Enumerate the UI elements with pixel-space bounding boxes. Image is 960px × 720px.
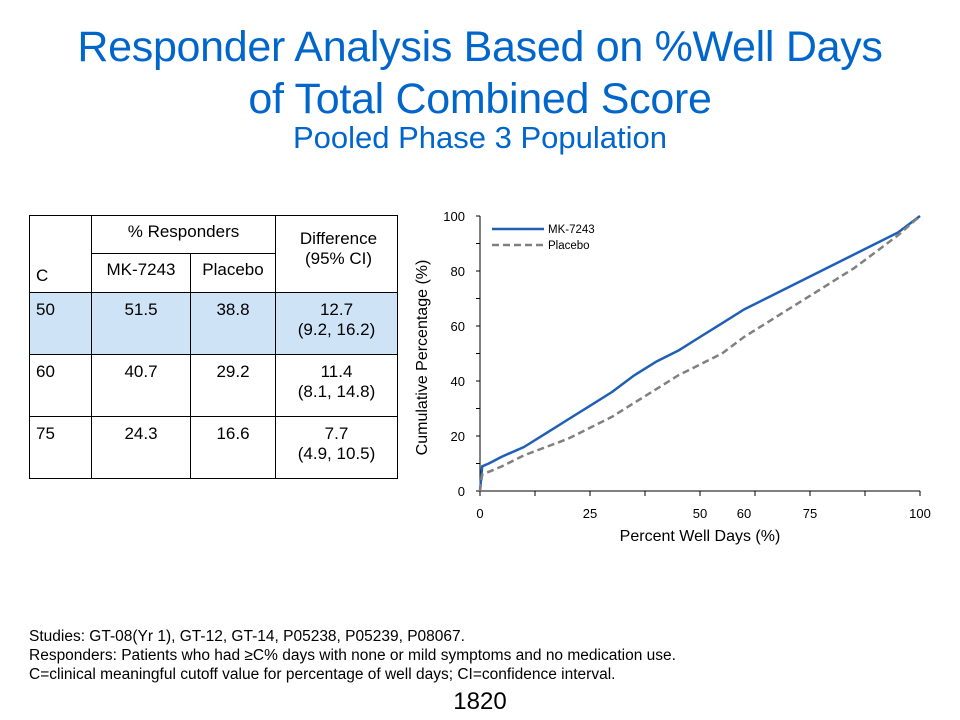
row-placebo: 16.6	[190, 416, 276, 479]
y-tick-label: 20	[451, 429, 465, 444]
row-mk: 24.3	[91, 416, 191, 479]
x-tick-label: 0	[476, 506, 483, 521]
y-tick-label: 100	[443, 209, 465, 224]
x-tick-label: 50	[693, 506, 707, 521]
page-title-line2: of Total Combined Score	[248, 75, 712, 123]
page-subtitle: Pooled Phase 3 Population	[292, 120, 667, 155]
x-axis-label: Percent Well Days (%)	[620, 528, 781, 545]
responders-group-header: % Responders	[91, 215, 276, 254]
y-tick-label: 60	[451, 319, 465, 334]
difference-header: Difference (95% CI)	[275, 215, 398, 293]
table-row: 60 40.7 29.2 11.4 (8.1, 14.8)	[29, 354, 398, 417]
x-tick-label: 60	[737, 506, 751, 521]
row-mk: 51.5	[91, 292, 191, 355]
y-axis-label: Cumulative Percentage (%)	[414, 260, 431, 456]
cumulative-chart: 0 25 50 60 75 100 0 20 40 60 80 100 Percent Well Day…	[414, 209, 931, 545]
footnote-responders: Responders: Patients who had ≥C% days wi…	[29, 647, 676, 664]
table-row: 75 24.3 16.6 7.7 (4.9, 10.5)	[29, 416, 398, 479]
y-tick-label: 40	[451, 374, 465, 389]
x-tick-label: 100	[909, 506, 931, 521]
footnote-studies: Studies: GT-08(Yr 1), GT-12, GT-14, P052…	[29, 628, 465, 645]
row-c: 50	[29, 292, 92, 355]
row-difference: 11.4 (8.1, 14.8)	[275, 354, 398, 417]
legend-label: Placebo	[548, 240, 590, 252]
footnote-definitions: C=clinical meaningful cutoff value for p…	[29, 666, 616, 683]
row-difference: 7.7 (4.9, 10.5)	[275, 416, 398, 479]
responder-table: % Responders Difference (95% CI) C MK-72…	[29, 215, 398, 479]
series-line-placebo	[478, 215, 921, 492]
placebo-header: Placebo	[190, 253, 276, 293]
row-placebo: 29.2	[190, 354, 276, 417]
x-tick-label: 75	[803, 506, 817, 521]
mk-header: MK-7243	[91, 253, 191, 293]
y-tick-label: 80	[451, 264, 465, 279]
page-title: Responder Analysis Based on %Well Days	[77, 23, 883, 71]
c-header: C	[29, 253, 92, 293]
row-c: 75	[29, 416, 92, 479]
page-number: 1820	[453, 688, 507, 715]
row-difference: 12.7 (9.2, 16.2)	[275, 292, 398, 355]
x-tick-label: 25	[583, 506, 597, 521]
row-mk: 40.7	[91, 354, 191, 417]
row-c: 60	[29, 354, 92, 417]
series-line-mk-7243	[478, 215, 921, 492]
table-row: 50 51.5 38.8 12.7 (9.2, 16.2)	[29, 292, 398, 355]
row-placebo: 38.8	[190, 292, 276, 355]
y-tick-label: 0	[458, 484, 465, 499]
legend-label: MK-7243	[548, 224, 595, 236]
